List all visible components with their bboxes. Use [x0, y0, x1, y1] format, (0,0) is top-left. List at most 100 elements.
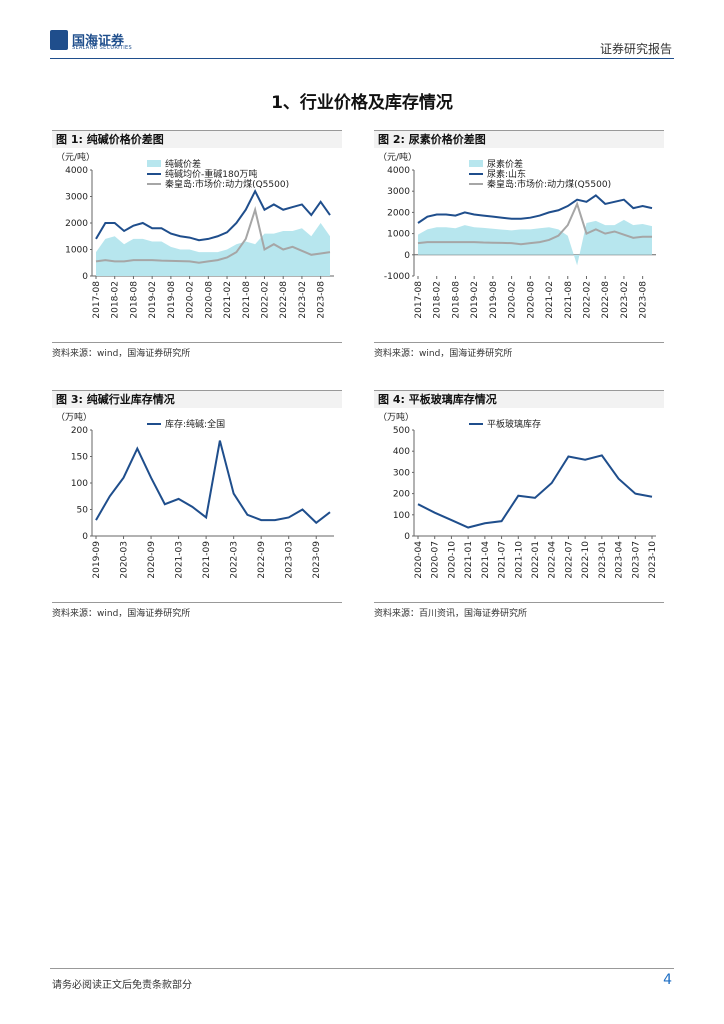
- footer-rule: [50, 968, 674, 969]
- line: [95, 206, 331, 264]
- y-tick-label: 500: [393, 426, 410, 436]
- y-tick-label: 0: [82, 272, 88, 282]
- x-tick-label: 2021-02: [223, 281, 233, 319]
- figure-source: 资料来源：wind，国海证券研究所: [52, 342, 342, 359]
- x-tick-label: 2020-08: [204, 281, 214, 319]
- x-tick-label: 2017-08: [92, 281, 102, 319]
- x-tick-label: 2020-08: [526, 281, 536, 319]
- x-tick-label: 2023-03: [285, 541, 295, 579]
- header-rule: [50, 58, 674, 59]
- x-tick-label: 2020-02: [508, 281, 518, 319]
- x-tick-label: 2022-10: [581, 541, 591, 579]
- x-tick-label: 2022-01: [531, 541, 541, 579]
- x-tick-label: 2023-08: [639, 281, 649, 319]
- y-tick-label: 0: [404, 251, 410, 261]
- x-tick-label: 2017-08: [414, 281, 424, 319]
- legend-label: 秦皇岛:市场价:动力煤(Q5500): [165, 178, 289, 190]
- x-tick-label: 2022-02: [582, 281, 592, 319]
- y-tick-label: 4000: [65, 166, 88, 176]
- legend-label: 平板玻璃库存: [487, 418, 541, 430]
- y-tick-label: 3000: [387, 187, 410, 197]
- y-tick-label: 300: [393, 468, 410, 478]
- x-tick-label: 2019-09: [92, 541, 102, 579]
- x-tick-label: 2023-09: [312, 541, 322, 579]
- unit-label: （元/吨）: [56, 151, 95, 163]
- y-tick-label: 200: [71, 426, 88, 436]
- x-tick-label: 2021-03: [175, 541, 185, 579]
- x-tick-label: 2018-02: [111, 281, 121, 319]
- figure: 图 3: 纯碱行业库存情况 （万吨） 0 50 100 150 200 2019-09 202…: [52, 390, 342, 619]
- x-tick-label: 2023-10: [648, 541, 658, 579]
- figure: 图 1: 纯碱价格价差图 （元/吨） 0 1000 2000 3000 4000 2017-…: [52, 130, 342, 359]
- disclaimer: 请务必阅读正文后免责条款部分: [52, 980, 192, 991]
- y-tick-label: 100: [393, 511, 410, 521]
- legend-label: 尿素:山东: [487, 168, 526, 180]
- y-tick-label: 200: [393, 490, 410, 500]
- x-tick-label: 2018-08: [451, 281, 461, 319]
- x-tick-label: 2020-07: [431, 541, 441, 579]
- x-tick-label: 2018-08: [129, 281, 139, 319]
- chart: （元/吨） -1000 0 1000 2000 3000 4000 2017-08 2018-0…: [378, 151, 656, 319]
- line: [417, 194, 653, 224]
- x-tick-label: 2020-02: [186, 281, 196, 319]
- figure-label: 图 3:: [56, 393, 83, 406]
- figure-label: 图 4:: [378, 393, 405, 406]
- x-tick-label: 2022-03: [230, 541, 240, 579]
- x-tick-label: 2019-08: [489, 281, 499, 319]
- figure-name: 平板玻璃库存情况: [408, 393, 497, 406]
- y-tick-label: 0: [404, 532, 410, 542]
- x-tick-label: 2021-10: [514, 541, 524, 579]
- unit-label: （万吨）: [378, 411, 414, 423]
- y-tick-label: 0: [82, 532, 88, 542]
- y-tick-label: 100: [71, 479, 88, 489]
- x-tick-label: 2022-08: [279, 281, 289, 319]
- figure-source: 资料来源：百川资讯，国海证券研究所: [374, 602, 664, 619]
- y-tick-label: 4000: [387, 166, 410, 176]
- y-tick-label: 3000: [65, 193, 88, 203]
- x-tick-label: 2023-01: [598, 541, 608, 579]
- y-tick-label: -1000: [384, 272, 410, 282]
- x-tick-label: 2021-02: [545, 281, 555, 319]
- x-tick-label: 2019-02: [470, 281, 480, 319]
- x-tick-label: 2019-02: [148, 281, 158, 319]
- figure-title: 图 3: 纯碱行业库存情况: [52, 390, 342, 408]
- chart: （元/吨） 0 1000 2000 3000 4000 2017-08 2018-02 2018…: [56, 151, 334, 319]
- x-tick-label: 2022-09: [257, 541, 267, 579]
- x-tick-label: 2023-02: [620, 281, 630, 319]
- figure-label: 图 1:: [56, 133, 83, 146]
- chart: （万吨） 0 50 100 150 200 2019-09 2020-03 2020-09 202…: [56, 411, 334, 579]
- y-tick-label: 1000: [65, 246, 88, 256]
- y-tick-label: 2000: [65, 219, 88, 229]
- x-tick-label: 2023-08: [317, 281, 327, 319]
- legend-label: 库存:纯碱:全国: [165, 418, 225, 430]
- x-tick-label: 2020-10: [447, 541, 457, 579]
- line: [95, 188, 331, 242]
- line: [95, 440, 331, 525]
- y-tick-label: 1000: [387, 230, 410, 240]
- area: [96, 223, 330, 276]
- figure-name: 尿素价格价差图: [408, 133, 486, 146]
- logo-subtext: SEALAND SECURITIES: [72, 45, 132, 51]
- y-tick-label: 2000: [387, 208, 410, 218]
- x-tick-label: 2022-07: [564, 541, 574, 579]
- y-tick-label: 150: [71, 453, 88, 463]
- x-tick-label: 2022-04: [548, 541, 558, 579]
- legend-swatch: [147, 160, 161, 167]
- x-tick-label: 2021-07: [498, 541, 508, 579]
- chart: （万吨） 0 100 200 300 400 500 2020-04 2020-07 2020-1…: [378, 411, 658, 579]
- figure: 图 4: 平板玻璃库存情况 （万吨） 0 100 200 300 400 500 2020-0…: [374, 390, 664, 619]
- figure-name: 纯碱价格价差图: [86, 133, 164, 146]
- x-tick-label: 2023-07: [631, 541, 641, 579]
- y-tick-label: 50: [77, 506, 89, 516]
- x-tick-label: 2023-04: [615, 541, 625, 579]
- legend-swatch: [469, 160, 483, 167]
- legend-label: 纯碱均价-重碱180万吨: [165, 168, 257, 180]
- figure-title: 图 1: 纯碱价格价差图: [52, 130, 342, 148]
- line: [417, 454, 653, 529]
- legend-label: 秦皇岛:市场价:动力煤(Q5500): [487, 178, 611, 190]
- page-number: 4: [663, 972, 672, 988]
- figure-source: 资料来源：wind，国海证券研究所: [52, 602, 342, 619]
- x-tick-label: 2021-08: [242, 281, 252, 319]
- unit-label: （万吨）: [56, 411, 92, 423]
